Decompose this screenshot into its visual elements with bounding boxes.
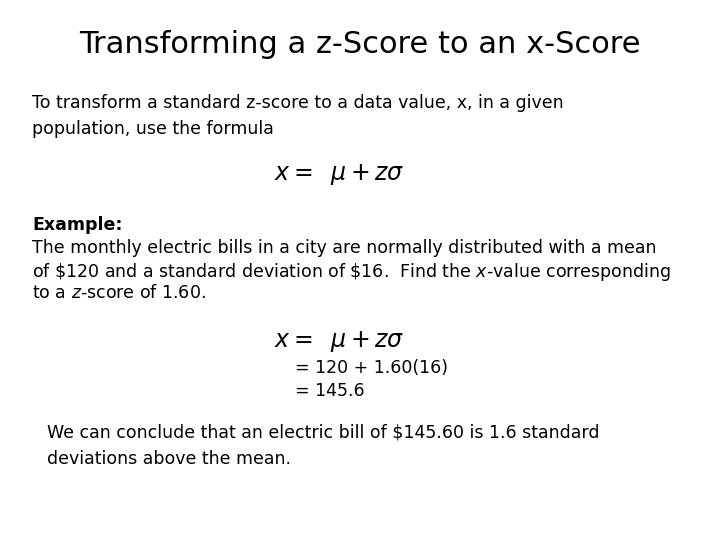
Text: The monthly electric bills in a city are normally distributed with a mean: The monthly electric bills in a city are… <box>32 239 657 256</box>
Text: To transform a standard z-score to a data value, x, in a given: To transform a standard z-score to a dat… <box>32 94 564 112</box>
Text: of \$120 and a standard deviation of \$16.  Find the $\mathit{x}$-value correspo: of \$120 and a standard deviation of \$1… <box>32 261 671 284</box>
Text: = 120 + 1.60(16): = 120 + 1.60(16) <box>295 359 448 377</box>
Text: deviations above the mean.: deviations above the mean. <box>47 450 291 468</box>
Text: $\mathit{x} = \;\;\mathit{\mu} + \mathit{z\sigma}$: $\mathit{x} = \;\;\mathit{\mu} + \mathit… <box>274 162 404 187</box>
Text: Example:: Example: <box>32 216 123 234</box>
Text: $\mathit{x} = \;\;\mathit{\mu} + \mathit{z\sigma}$: $\mathit{x} = \;\;\mathit{\mu} + \mathit… <box>274 329 404 354</box>
Text: population, use the formula: population, use the formula <box>32 120 274 138</box>
Text: to a $\mathit{z}$-score of 1.60.: to a $\mathit{z}$-score of 1.60. <box>32 284 206 302</box>
Text: Transforming a z-Score to an x-Score: Transforming a z-Score to an x-Score <box>79 30 641 59</box>
Text: = 145.6: = 145.6 <box>295 382 365 400</box>
Text: We can conclude that an electric bill of $145.60 is 1.6 standard: We can conclude that an electric bill of… <box>47 424 599 442</box>
